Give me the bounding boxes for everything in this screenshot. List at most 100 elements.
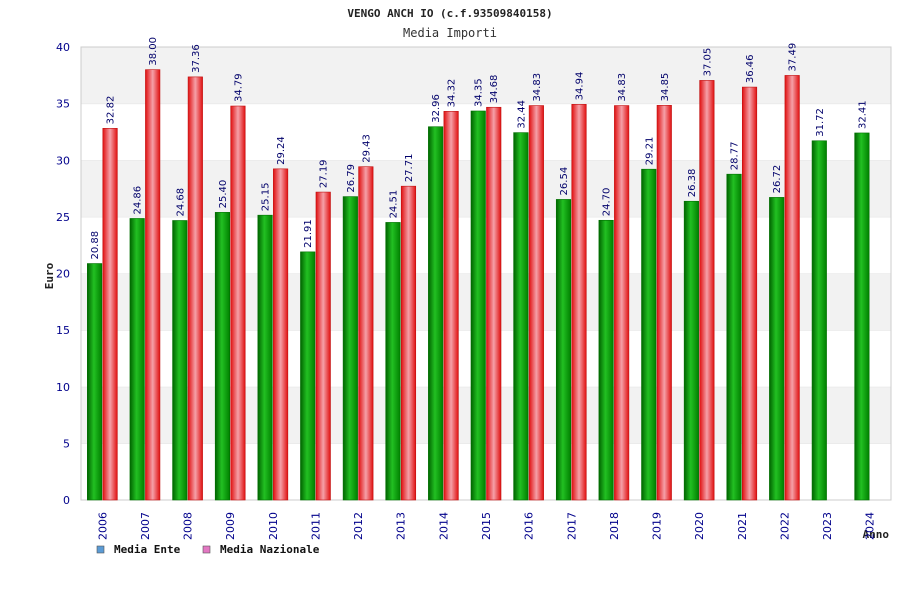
x-tick-label: 2016 <box>523 512 536 540</box>
bar-media-ente <box>811 140 827 501</box>
x-tick-label: 2015 <box>480 512 493 540</box>
legend-entry: Media Nazionale <box>220 543 320 556</box>
x-tick-label: 2017 <box>565 512 578 540</box>
x-tick-label: 2019 <box>651 512 664 540</box>
x-tick-label: 2020 <box>693 512 706 540</box>
bar-media-ente <box>342 196 358 501</box>
data-label: 24.86 <box>133 186 144 215</box>
data-label: 31.72 <box>815 108 826 137</box>
bar-media-nazionale <box>145 69 161 501</box>
bar-media-nazionale <box>741 86 758 501</box>
data-label: 34.68 <box>489 75 500 104</box>
legend: Media Ente Media Nazionale <box>96 543 320 556</box>
bar-media-nazionale <box>273 168 289 501</box>
data-label: 26.38 <box>687 169 698 198</box>
y-tick-label: 0 <box>63 494 70 507</box>
data-label: 29.24 <box>276 136 287 165</box>
x-tick-label: 2018 <box>608 512 621 540</box>
data-label: 21.91 <box>303 219 314 248</box>
chart-title: VENGO ANCH IO (c.f.93509840158) <box>347 7 552 20</box>
y-axis-ticks: 0 5 10 15 20 25 30 35 40 <box>56 41 70 507</box>
bar-media-ente <box>555 199 572 501</box>
bar-media-nazionale <box>400 185 417 501</box>
bar-media-nazionale <box>784 75 800 501</box>
data-label: 36.46 <box>745 54 756 83</box>
bar-media-ente <box>300 251 316 501</box>
y-tick-label: 5 <box>63 437 70 450</box>
bar-media-nazionale <box>358 166 374 501</box>
data-label: 34.85 <box>660 73 671 102</box>
y-tick-label: 15 <box>56 324 70 337</box>
bar-media-nazionale <box>230 105 246 501</box>
data-label: 25.15 <box>261 183 272 212</box>
bar-media-ente <box>769 197 785 501</box>
bar-media-nazionale <box>656 105 672 501</box>
x-axis-label: Anno <box>863 528 890 541</box>
legend-entry: Media Ente <box>114 543 181 556</box>
y-tick-label: 20 <box>56 268 70 281</box>
data-label: 34.32 <box>447 79 458 108</box>
data-label: 37.05 <box>702 48 713 77</box>
bar-media-nazionale <box>102 128 118 501</box>
data-label: 34.83 <box>532 73 543 102</box>
bar-media-nazionale <box>614 105 630 501</box>
bar-media-ente <box>172 220 188 501</box>
y-tick-label: 40 <box>56 41 70 54</box>
x-tick-label: 2007 <box>139 512 152 540</box>
bar-media-ente <box>129 218 145 501</box>
bar-media-ente <box>854 132 870 501</box>
data-label: 27.71 <box>404 154 415 183</box>
data-label: 32.82 <box>106 96 117 125</box>
bar-media-nazionale <box>486 106 502 501</box>
bar-media-nazionale <box>443 111 459 501</box>
bar-media-ente <box>641 168 657 501</box>
bar-media-nazionale <box>699 80 715 501</box>
data-label: 27.19 <box>319 159 330 188</box>
x-tick-label: 2014 <box>437 512 450 540</box>
bars <box>87 69 870 501</box>
data-label: 28.77 <box>730 142 741 171</box>
x-tick-label: 2011 <box>309 512 322 540</box>
x-tick-label: 2012 <box>352 512 365 540</box>
data-label: 26.79 <box>346 164 357 193</box>
data-label: 32.44 <box>516 100 527 129</box>
y-tick-label: 35 <box>56 98 70 111</box>
x-tick-label: 2010 <box>267 512 280 540</box>
data-label: 24.70 <box>602 188 613 217</box>
chart-subtitle: Media Importi <box>403 26 497 40</box>
x-tick-label: 2009 <box>224 512 237 540</box>
y-tick-label: 30 <box>56 154 70 167</box>
data-label: 20.88 <box>90 231 101 260</box>
data-label: 38.00 <box>148 37 159 66</box>
bar-media-ente <box>683 200 699 501</box>
data-label: 34.35 <box>474 78 485 107</box>
data-label: 26.72 <box>772 165 783 194</box>
bar-media-ente <box>513 132 529 501</box>
y-tick-label: 25 <box>56 211 70 224</box>
x-tick-label: 2008 <box>182 512 195 540</box>
data-label: 37.49 <box>788 43 799 72</box>
data-label: 32.41 <box>857 100 868 129</box>
bar-media-ente <box>87 263 103 501</box>
bar-media-nazionale <box>315 191 331 501</box>
bar-media-ente <box>257 214 273 501</box>
x-axis-ticks: 2006 2007 2008 2009 2010 2011 2012 2013 2014 2015… <box>96 512 876 540</box>
data-label: 24.51 <box>388 190 399 219</box>
data-labels: 20.88 32.82 24.86 38.00 24.68 37.36 25.40 34.79… <box>90 37 868 260</box>
y-axis-label: Euro <box>43 262 56 289</box>
x-tick-label: 2006 <box>96 512 109 540</box>
data-label: 37.36 <box>191 44 202 73</box>
data-label: 32.96 <box>431 94 442 123</box>
bar-media-ente <box>726 173 742 501</box>
bar-media-ente <box>214 212 231 501</box>
x-tick-label: 2024 <box>864 512 877 540</box>
bar-media-nazionale <box>571 104 587 501</box>
data-label: 29.43 <box>361 134 372 163</box>
plot-frame <box>80 46 892 501</box>
x-tick-label: 2021 <box>736 512 749 540</box>
bar-media-ente <box>470 110 486 501</box>
bar-media-ente <box>385 222 401 501</box>
legend-swatch <box>202 545 211 554</box>
bar-media-nazionale <box>187 76 203 501</box>
